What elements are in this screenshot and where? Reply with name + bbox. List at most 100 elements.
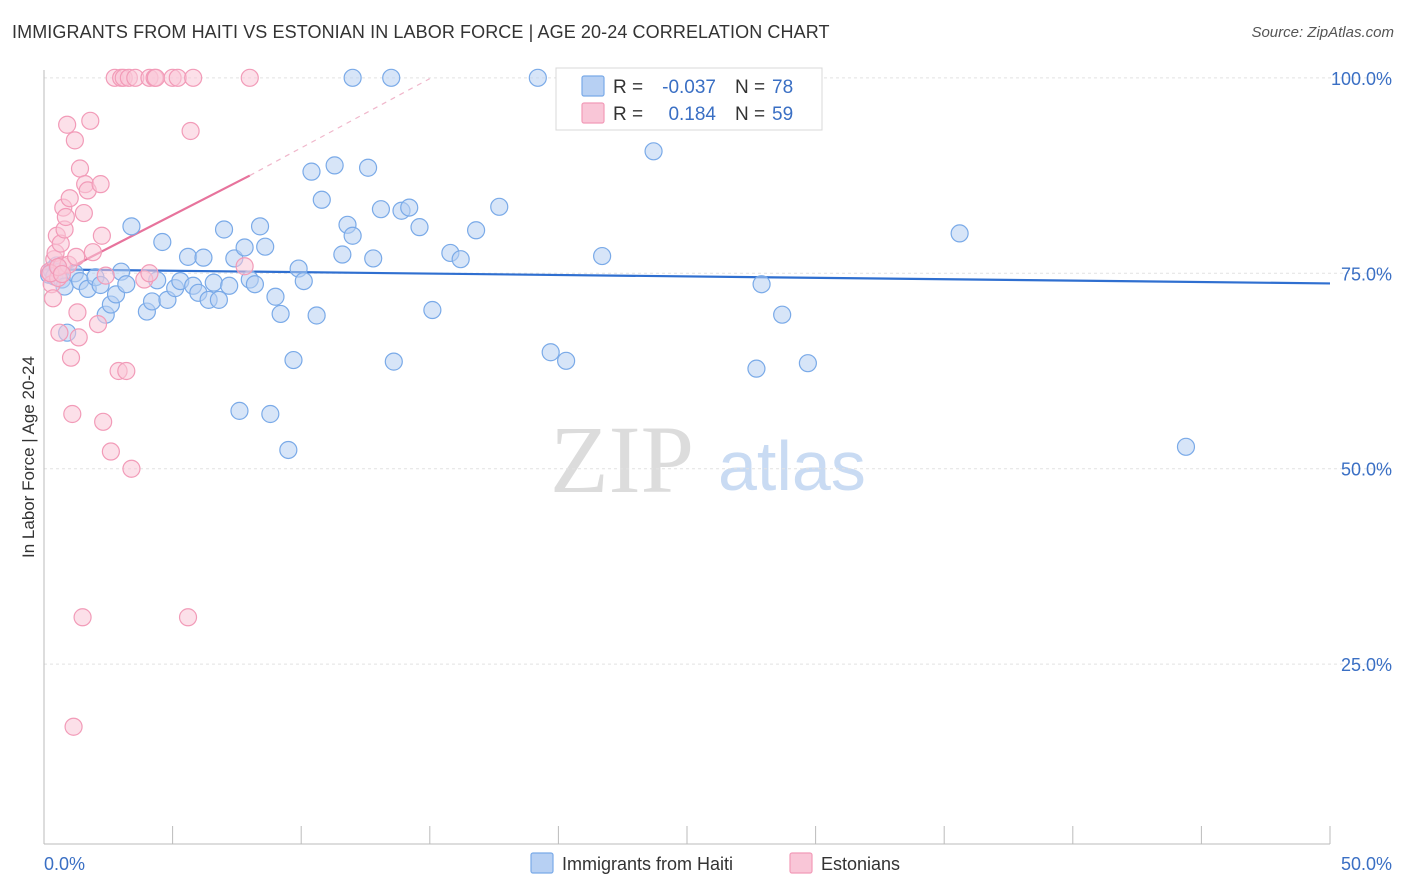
x-tick-label-0: 0.0% — [44, 854, 85, 874]
haiti-point — [250, 217, 270, 236]
haiti-point — [384, 352, 403, 371]
source-label: Source: ZipAtlas.com — [1251, 24, 1394, 41]
watermark-atlas: atlas — [718, 427, 866, 505]
haiti-point — [1176, 437, 1196, 456]
haiti-point — [325, 156, 344, 175]
estonians-point — [122, 459, 141, 478]
haiti-point — [343, 226, 362, 245]
haiti-point — [593, 246, 612, 266]
estonians-point — [88, 314, 108, 334]
stats-n-label-estonians: N = — [735, 104, 765, 125]
estonians-point — [101, 442, 120, 461]
estonians-point — [74, 203, 93, 223]
estonians-point — [61, 348, 81, 367]
y-tick-label-75: 75.0% — [1341, 264, 1392, 284]
estonians-point — [178, 608, 198, 627]
haiti-point — [528, 68, 547, 87]
estonians-point — [240, 68, 259, 87]
haiti-point — [371, 200, 391, 219]
haiti-point — [266, 287, 285, 306]
estonians-point — [235, 257, 254, 276]
estonians-point — [68, 303, 87, 322]
estonians-point — [52, 264, 72, 284]
stats-swatch-estonians — [581, 102, 605, 124]
estonians-point — [65, 131, 84, 150]
legend-swatch-estonians — [789, 852, 813, 874]
haiti-point — [312, 190, 331, 209]
haiti-point — [400, 198, 419, 217]
estonians-point — [60, 189, 79, 208]
haiti-point — [122, 217, 141, 236]
estonians-point — [92, 226, 111, 245]
haiti-point — [423, 300, 442, 320]
haiti-point — [271, 304, 290, 324]
haiti-point — [466, 221, 486, 240]
estonians-point — [56, 207, 75, 227]
estonians-point — [69, 328, 88, 347]
haiti-point — [261, 404, 280, 424]
gridlines — [44, 77, 1390, 665]
estonians-point — [73, 608, 92, 627]
estonians-point — [83, 243, 102, 262]
haiti-point — [235, 238, 254, 257]
legend-swatch-haiti — [530, 852, 554, 874]
estonians-trend-extension — [249, 78, 431, 177]
haiti-point — [451, 250, 470, 269]
haiti-point — [194, 248, 213, 267]
estonians-point — [43, 289, 63, 308]
x-axis-tick-labels: 0.0% 50.0% — [44, 854, 1392, 874]
estonians-point — [117, 361, 136, 381]
stats-r-label-haiti: R = — [613, 77, 643, 98]
legend: Immigrants from Haiti Estonians — [530, 852, 900, 874]
haiti-point — [343, 68, 362, 87]
haiti-point — [178, 247, 198, 266]
y-tick-label-50: 50.0% — [1341, 460, 1392, 480]
haiti-point — [644, 142, 663, 161]
stats-n-value-estonians: 59 — [772, 104, 793, 125]
x-tick-label-1: 50.0% — [1341, 854, 1392, 874]
estonians-point — [63, 404, 82, 424]
x-axis-ticks — [43, 826, 1331, 844]
stats-swatch-haiti — [581, 75, 605, 97]
legend-label-estonians: Estonians — [821, 854, 900, 874]
haiti-point — [333, 245, 352, 264]
estonians-point — [168, 68, 187, 87]
estonians-point — [146, 68, 165, 87]
haiti-point — [302, 162, 321, 181]
haiti-point — [773, 305, 792, 324]
estonians-point — [81, 111, 100, 130]
haiti-point — [358, 158, 378, 177]
haiti-point — [490, 197, 509, 216]
y-axis-tick-labels: 100.0% 75.0% 50.0% 25.0% — [1331, 69, 1392, 675]
haiti-point — [294, 271, 313, 291]
watermark: ZIP atlas — [550, 406, 866, 513]
chart-title: IMMIGRANTS FROM HAITI VS ESTONIAN IN LAB… — [12, 22, 830, 42]
estonians-point — [64, 717, 83, 736]
estonians-point — [94, 412, 113, 431]
haiti-point — [230, 401, 249, 420]
haiti-point — [256, 237, 275, 256]
estonians-point — [140, 264, 159, 283]
stats-r-label-estonians: R = — [613, 104, 643, 125]
estonians-point — [58, 115, 77, 134]
data-points — [40, 68, 1196, 736]
haiti-point — [204, 273, 223, 292]
estonians-point — [50, 323, 69, 342]
stats-r-value-haiti: -0.037 — [662, 77, 716, 98]
haiti-point — [557, 351, 576, 370]
stats-n-value-haiti: 78 — [772, 77, 793, 98]
estonians-point — [91, 175, 110, 194]
y-tick-label-100: 100.0% — [1331, 69, 1392, 89]
haiti-point — [153, 232, 172, 252]
haiti-point — [410, 218, 429, 237]
haiti-point — [752, 275, 771, 294]
haiti-point — [284, 350, 303, 370]
haiti-point — [279, 440, 298, 460]
y-tick-label-25: 25.0% — [1341, 655, 1392, 675]
haiti-point — [541, 343, 560, 362]
y-axis-label: In Labor Force | Age 20-24 — [19, 356, 38, 558]
legend-label-haiti: Immigrants from Haiti — [562, 854, 733, 874]
haiti-point — [798, 354, 817, 373]
haiti-point — [382, 68, 401, 87]
